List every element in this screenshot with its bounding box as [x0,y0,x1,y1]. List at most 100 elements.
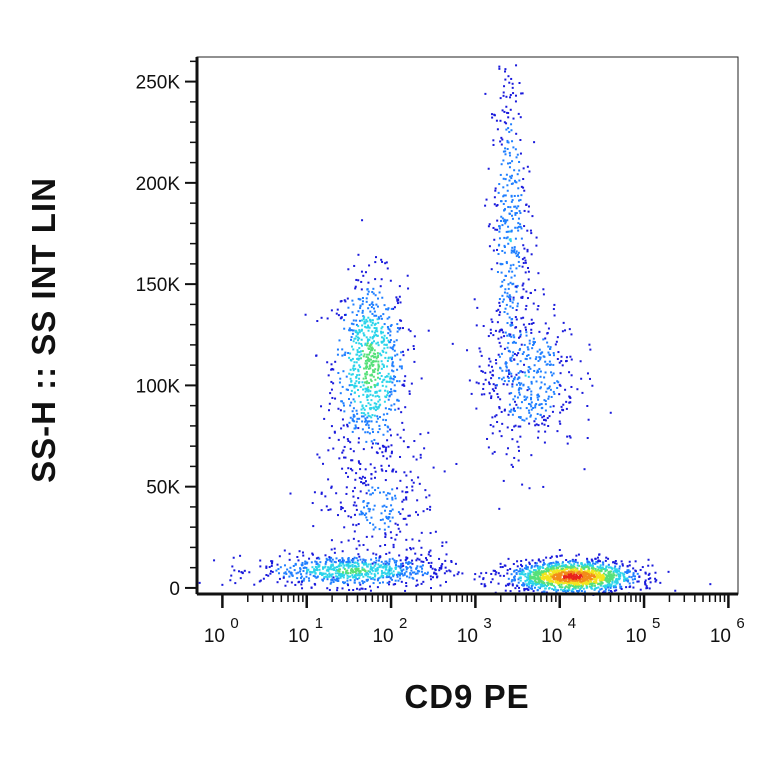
event-point [345,492,348,495]
event-point [524,271,527,274]
event-point [526,588,529,591]
event-point [378,565,381,568]
event-point [568,401,571,404]
event-point [536,350,539,353]
event-point [369,310,372,313]
event-point [385,564,388,567]
event-point [628,575,631,578]
event-point [624,577,627,580]
event-point [632,567,635,570]
event-point [354,478,357,481]
event-point [519,347,522,350]
event-point [304,313,307,316]
event-point [508,270,511,273]
event-point [394,567,397,570]
event-point [578,583,581,586]
event-point [354,285,357,288]
event-point [536,583,539,586]
event-point [508,372,511,375]
event-point [599,565,602,568]
event-point [568,328,571,331]
event-point [366,380,369,383]
event-point [356,351,359,354]
event-point [560,574,563,577]
event-point [362,355,365,358]
event-point [560,581,563,584]
event-point [350,322,353,325]
event-point [369,374,372,377]
event-point [357,565,360,568]
event-point [603,590,606,593]
event-point [580,580,583,583]
event-point [532,344,535,347]
event-point [577,553,580,556]
event-point [336,566,339,569]
event-point [394,354,397,357]
event-point [553,382,556,385]
event-point [367,395,370,398]
event-point [366,505,369,508]
event-point [346,577,349,580]
event-point [500,219,503,222]
event-point [510,174,513,177]
x-tick-label: 10 [457,626,478,647]
event-point [480,572,483,575]
event-point [285,572,288,575]
event-point [340,508,343,511]
event-point [399,358,402,361]
event-point [528,411,531,414]
event-point [535,581,538,584]
event-point [586,404,589,407]
event-point [355,472,358,475]
event-point [555,560,558,563]
event-point [546,578,549,581]
event-point [516,378,519,381]
event-point [376,384,379,387]
event-point [342,370,345,373]
event-point [409,572,412,575]
event-point [359,385,362,388]
event-point [513,569,516,572]
event-point [537,577,540,580]
event-point [536,589,539,592]
event-point [372,508,375,511]
event-point [504,153,507,156]
event-point [357,381,360,384]
event-point [392,583,395,586]
event-point [580,570,583,573]
event-point [419,565,422,568]
event-point [377,559,380,562]
event-point [301,561,304,564]
event-point [353,264,356,267]
event-point [320,491,323,494]
event-point [511,214,514,217]
event-point [577,586,580,589]
event-point [405,566,408,569]
event-point [360,270,363,273]
event-point [597,575,600,578]
event-point [505,237,508,240]
event-point [513,169,516,172]
event-point [484,371,487,374]
event-point [563,570,566,573]
event-point [356,578,359,581]
event-point [393,340,396,343]
x-tick-label: 10 [288,626,309,647]
event-point [372,303,375,306]
event-point [375,420,378,423]
event-point [367,412,370,415]
event-point [381,340,384,343]
event-point [384,509,387,512]
event-point [380,574,383,577]
event-point [572,569,575,572]
event-point [400,365,403,368]
event-point [651,564,654,567]
event-point [507,557,510,560]
event-point [335,575,338,578]
event-point [504,150,507,153]
event-point [429,566,432,569]
event-point [348,327,351,330]
event-point [369,522,372,525]
event-point [326,587,329,590]
event-point [395,339,398,342]
